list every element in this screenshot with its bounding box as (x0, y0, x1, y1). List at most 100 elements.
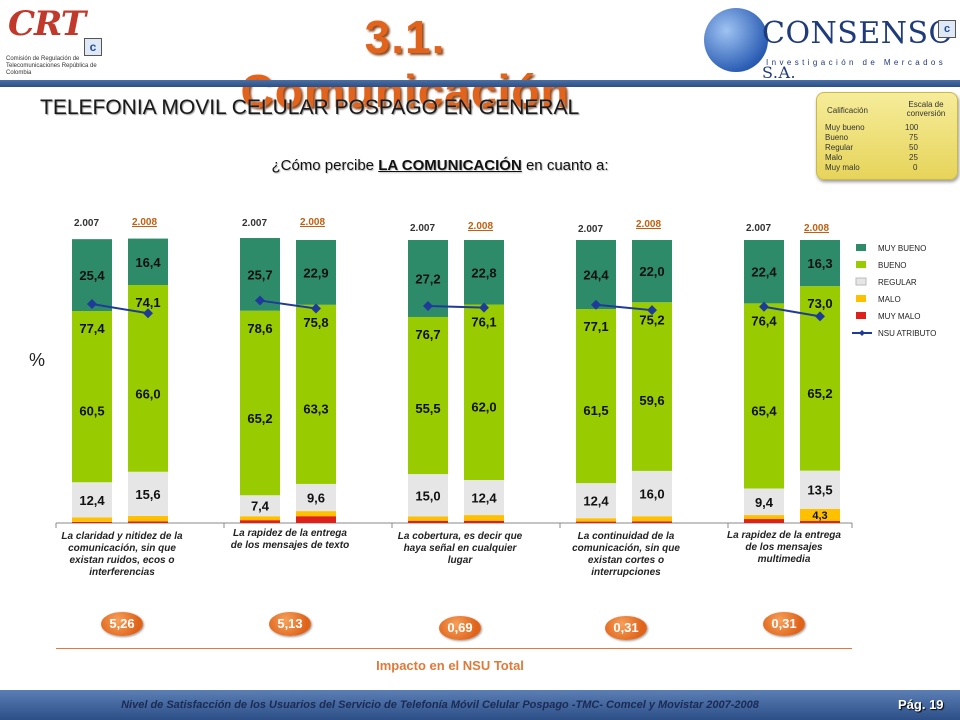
scale-row-value: 50 (909, 143, 918, 152)
data-label-muy-bueno: 25,7 (247, 267, 272, 282)
data-label-regular: 16,0 (639, 487, 664, 502)
bar-segment-muy-bueno (632, 240, 672, 303)
nsu-value-label: 76,7 (415, 327, 440, 342)
legend-label: REGULAR (878, 278, 917, 287)
scale-col-calificacion: Calificación (827, 106, 868, 115)
legend-swatch (856, 261, 866, 268)
bar-segment-muy-malo (744, 519, 784, 523)
data-label-muy-bueno: 16,4 (135, 255, 161, 270)
nsu-marker (479, 302, 489, 313)
impact-title: Impacto en el NSU Total (376, 658, 524, 673)
data-label-muy-bueno: 24,4 (583, 268, 609, 283)
data-label-bueno: 55,5 (415, 401, 440, 416)
bar-segment-bueno (408, 316, 448, 475)
crt-mini-icon: c (938, 20, 956, 38)
nsu-marker (759, 301, 769, 312)
bar-segment-regular (800, 470, 840, 509)
nsu-line (595, 303, 653, 312)
impact-badge: 0,31 (605, 616, 647, 640)
year-label: 2.007 (746, 223, 772, 234)
consenso-brand-name: CONSENSO (762, 16, 954, 51)
consenso-tagline: Investigación de Mercados (766, 58, 947, 67)
scale-row-label: Regular (825, 143, 854, 152)
bar-segment-malo (128, 515, 168, 522)
bar-segment-muy-malo (632, 521, 672, 523)
crt-logo-text: CRT (8, 4, 86, 44)
bar-segment-bueno (744, 303, 784, 489)
data-label-bueno: 61,5 (583, 403, 608, 418)
bar-segment-muy-bueno (576, 240, 616, 310)
nsu-marker (423, 300, 433, 311)
bar-segment-muy-malo (72, 521, 112, 523)
scale-conversion-box: Calificación Escala de conversión Muy bu… (816, 92, 958, 180)
category-label: La claridad y nitidez de la comunicación… (61, 531, 183, 578)
data-label-bueno: 63,3 (303, 402, 328, 417)
bar-segment-bueno (72, 311, 112, 483)
footer-bar (0, 690, 960, 720)
scale-row-label: Muy bueno (825, 123, 865, 132)
nsu-marker (311, 303, 321, 314)
data-label-muy-bueno: 22,4 (751, 265, 777, 280)
bar-segment-regular (240, 495, 280, 517)
question-suffix: en cuanto a: (521, 157, 609, 174)
bar-segment-malo (800, 508, 840, 522)
bar-segment-muy-malo (296, 516, 336, 523)
bar-segment-bueno (576, 309, 616, 484)
data-label-muy-bueno: 22,8 (471, 265, 496, 280)
data-label-muy-bueno: 16,3 (807, 256, 832, 271)
crt-logo-mark: c (84, 38, 102, 56)
bar-segment-malo (744, 515, 784, 520)
nsu-value-label: 78,6 (247, 321, 272, 336)
data-label-regular: 9,6 (307, 491, 325, 506)
nsu-value-label: 73,0 (807, 296, 832, 311)
year-label: 2.008 (804, 223, 830, 234)
bar-segment-malo (296, 511, 336, 517)
bar-segment-muy-malo (240, 520, 280, 523)
bar-segment-regular (576, 483, 616, 519)
bar-segment-muy-malo (408, 520, 448, 523)
scale-row-value: 100 (905, 123, 919, 132)
bar-segment-bueno (464, 304, 504, 480)
page-number: Pág. 19 (898, 697, 944, 712)
bar-segment-bueno (296, 304, 336, 484)
bar-segment-muy-bueno (744, 240, 784, 304)
impact-divider (56, 648, 852, 649)
year-label: 2.007 (578, 224, 604, 235)
nsu-value-label: 76,4 (751, 313, 777, 328)
data-label-bueno: 65,4 (751, 404, 777, 419)
category-label: La rapidez de la entrega de los mensajes… (727, 530, 841, 565)
data-label-bueno: 60,5 (79, 403, 104, 418)
data-label-bueno: 65,2 (247, 411, 272, 426)
scale-row: Malo 25 (825, 153, 945, 163)
bar-segment-muy-bueno (464, 240, 504, 305)
year-label: 2.007 (410, 223, 436, 234)
bar-segment-malo (72, 517, 112, 522)
consenso-brand: CONSENSO S.A. (762, 16, 956, 86)
nsu-marker (255, 295, 265, 306)
legend-swatch (856, 295, 866, 302)
scale-row-label: Malo (825, 153, 843, 162)
nsu-value-label: 74,1 (135, 295, 160, 310)
bar-segment-malo (240, 516, 280, 521)
data-label-muy-bueno: 25,4 (79, 268, 105, 283)
bar-segment-muy-malo (128, 521, 168, 523)
data-label-muy-bueno: 22,0 (639, 264, 664, 279)
nsu-line (259, 299, 317, 310)
bar-segment-regular (296, 483, 336, 512)
nsu-marker (647, 305, 657, 316)
scale-row-label: Bueno (825, 133, 849, 142)
data-label-regular: 15,0 (415, 488, 440, 503)
year-label: 2.008 (300, 217, 326, 228)
year-label: 2.007 (242, 218, 268, 229)
nsu-value-label: 77,1 (583, 319, 608, 334)
data-label-regular: 7,4 (251, 499, 270, 514)
data-label-bueno: 62,0 (471, 399, 496, 414)
data-label-bueno: 65,2 (807, 386, 832, 401)
scale-row-value: 75 (909, 133, 918, 142)
consenso-brand-suffix: S.A. (762, 63, 797, 82)
bar-segment-regular (72, 482, 112, 518)
scale-row-label: Muy malo (825, 163, 860, 172)
year-label: 2.008 (636, 219, 662, 230)
nsu-marker (143, 308, 153, 319)
nsu-line (91, 302, 149, 315)
